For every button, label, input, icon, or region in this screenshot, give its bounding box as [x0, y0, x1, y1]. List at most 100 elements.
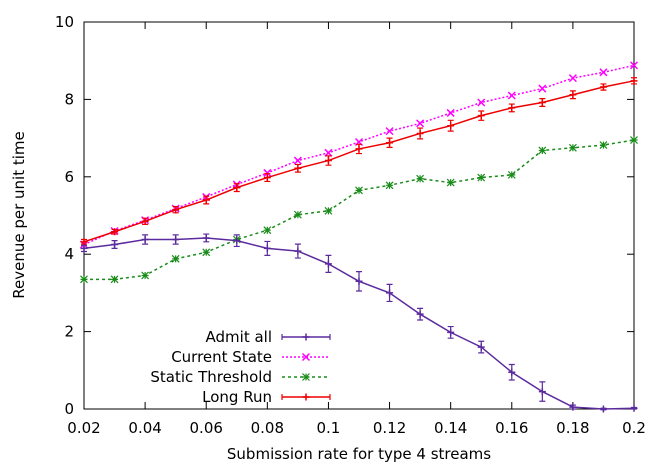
- data-point: [630, 77, 638, 85]
- data-point: [385, 127, 394, 136]
- y-axis-label: Revenue per unit time: [10, 131, 28, 299]
- series-line-long-run: [83, 80, 635, 243]
- legend-sample-current-state: [282, 352, 330, 362]
- legend-sample-long-run: [281, 393, 331, 401]
- x-tick-label: 0.1: [317, 419, 341, 437]
- data-point: [507, 91, 516, 100]
- data-point: [477, 98, 486, 107]
- data-point: [630, 404, 638, 412]
- legend-label-current-state: Current State: [171, 348, 272, 366]
- data-point: [110, 275, 119, 284]
- data-point: [599, 68, 608, 77]
- data-point: [630, 136, 638, 144]
- legend-label-long-run: Long Run: [202, 388, 272, 406]
- data-point: [294, 164, 302, 172]
- data-point: [324, 157, 332, 165]
- series-line-current-state: [83, 64, 635, 246]
- data-point: [416, 174, 425, 183]
- legend-marker: [302, 373, 310, 381]
- data-point: [171, 254, 180, 263]
- data-point: [324, 260, 332, 268]
- data-point: [386, 289, 394, 297]
- legend-marker: [302, 333, 310, 341]
- data-point: [568, 143, 577, 152]
- data-point: [172, 206, 180, 214]
- plot-frame: [83, 21, 635, 410]
- x-axis-label: Submission rate for type 4 streams: [227, 445, 491, 463]
- series-line-static-threshold: [84, 139, 635, 281]
- data-point: [599, 141, 608, 149]
- legend-sample-static-threshold: [282, 373, 330, 381]
- data-point: [446, 108, 455, 117]
- data-point: [446, 178, 455, 187]
- data-point: [141, 217, 149, 225]
- y-tick-label: 2: [64, 323, 74, 341]
- data-point: [202, 234, 210, 242]
- data-point: [508, 368, 516, 376]
- legend-label-static-threshold: Static Threshold: [150, 368, 272, 386]
- legend: Admit all Current State Static Threshold…: [150, 328, 331, 406]
- series-layer: [79, 61, 639, 413]
- series-static-threshold: [80, 136, 638, 284]
- data-point: [568, 74, 577, 83]
- data-point: [599, 83, 607, 91]
- x-tick-label: 0.2: [622, 419, 646, 437]
- data-point: [538, 388, 546, 396]
- data-point: [538, 146, 547, 155]
- data-point: [477, 112, 485, 120]
- x-tick-label: 0.16: [495, 419, 528, 437]
- y-tick-label: 6: [64, 168, 74, 186]
- x-tick-label: 0.06: [190, 419, 223, 437]
- data-point: [263, 226, 272, 235]
- data-point: [507, 170, 516, 179]
- data-point: [233, 184, 241, 192]
- data-point: [263, 174, 271, 182]
- data-point: [447, 122, 455, 130]
- x-tick-label: 0.14: [434, 419, 467, 437]
- data-point: [386, 139, 394, 147]
- data-point: [355, 145, 363, 153]
- data-point: [233, 237, 241, 245]
- data-point: [293, 156, 302, 165]
- x-tick-label: 0.12: [373, 419, 406, 437]
- legend-cap: [281, 334, 331, 340]
- data-point: [416, 129, 424, 137]
- data-point: [385, 181, 394, 190]
- data-point: [355, 277, 363, 285]
- legend-cap: [281, 394, 331, 400]
- y-tick-label: 10: [55, 13, 74, 31]
- data-point: [202, 248, 211, 257]
- y-tick-label: 8: [64, 90, 74, 108]
- data-point: [538, 84, 547, 93]
- data-point: [293, 210, 302, 219]
- data-point: [202, 196, 210, 204]
- data-point: [80, 275, 88, 284]
- x-tick-label: 0.18: [556, 419, 589, 437]
- data-point: [477, 173, 486, 182]
- x-tick-label: 0.08: [251, 419, 284, 437]
- legend-label-admit-all: Admit all: [206, 328, 272, 346]
- data-point: [599, 405, 607, 413]
- data-point: [263, 168, 272, 177]
- data-point: [569, 91, 577, 99]
- series-current-state: [79, 61, 639, 249]
- y-tick-label: 4: [64, 245, 74, 263]
- data-point: [447, 328, 455, 336]
- legend-samples: [281, 333, 331, 401]
- data-point: [477, 343, 485, 351]
- axis-ticks: 0.02 0.04 0.06 0.08 0.1 0.12 0.14 0.16 0.18 0.2 0 2…: [55, 13, 646, 437]
- data-point: [416, 310, 424, 318]
- y-tick-label: 0: [64, 400, 74, 418]
- data-point: [80, 238, 88, 246]
- data-point: [141, 271, 150, 280]
- legend-marker: [302, 393, 310, 401]
- data-point: [629, 61, 639, 70]
- data-point: [80, 244, 88, 252]
- data-point: [416, 119, 425, 128]
- data-point: [538, 98, 546, 106]
- legend-marker: [301, 352, 311, 362]
- x-tick-label: 0.04: [128, 419, 161, 437]
- data-point: [508, 104, 516, 112]
- legend-sample-admit-all: [281, 333, 331, 341]
